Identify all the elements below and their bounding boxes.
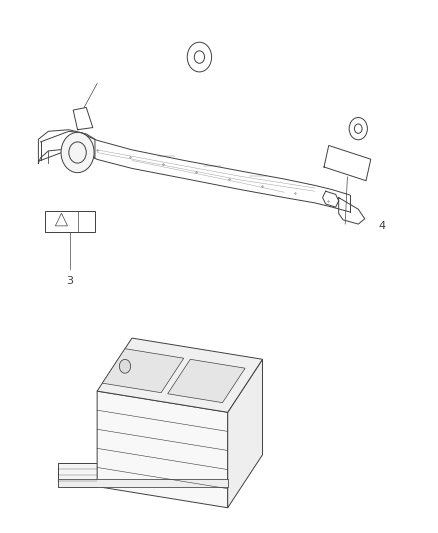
Polygon shape [97, 338, 262, 413]
Polygon shape [58, 479, 228, 487]
Polygon shape [58, 463, 97, 487]
Circle shape [61, 132, 94, 173]
Polygon shape [102, 349, 184, 393]
Bar [45, 211, 95, 232]
Circle shape [119, 359, 131, 373]
Polygon shape [168, 359, 245, 402]
Polygon shape [228, 359, 262, 508]
Text: 4: 4 [378, 221, 386, 231]
Polygon shape [97, 391, 228, 508]
Text: 3: 3 [67, 276, 74, 286]
